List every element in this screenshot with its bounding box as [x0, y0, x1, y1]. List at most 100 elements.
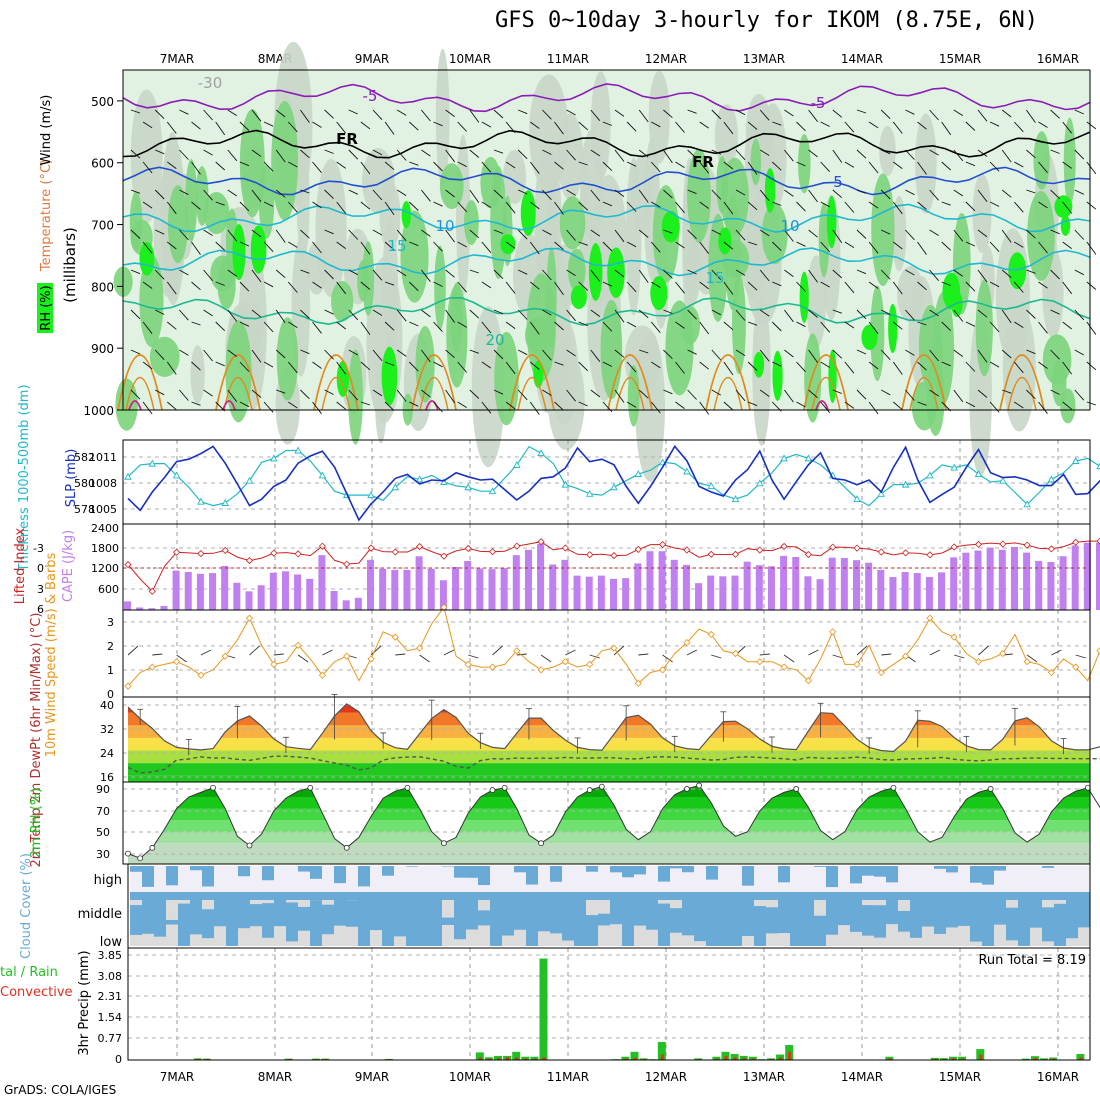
wind-barb — [566, 349, 576, 357]
date-label-bottom: 12MAR — [645, 1070, 687, 1084]
wind-barb — [324, 309, 334, 315]
wind-barb — [929, 309, 939, 317]
cape-tick: 2400 — [91, 522, 119, 535]
cape-bar — [269, 572, 277, 610]
wind-barb — [167, 321, 177, 330]
wind-barb — [626, 321, 637, 328]
wind-barb — [880, 349, 891, 360]
rh-band — [128, 785, 1090, 798]
wind-barb — [820, 321, 831, 333]
thickness-line-marker — [683, 467, 691, 475]
wind-barb — [989, 281, 1000, 288]
wind-barb — [215, 321, 226, 331]
wind10-barb — [929, 649, 941, 656]
wind-barb — [650, 401, 661, 414]
cloud-low-gap — [130, 934, 142, 946]
wind-barb — [566, 229, 576, 241]
wind-barb — [384, 241, 395, 251]
cloud-low-gap — [694, 941, 706, 946]
wind-barb — [832, 229, 843, 244]
rh2m-marker — [501, 784, 508, 791]
rh2m-marker — [489, 787, 496, 793]
wind-barb — [675, 201, 685, 214]
precip-convective-bar — [315, 1058, 318, 1060]
wind-barb — [1086, 401, 1097, 406]
wind-barb — [493, 309, 504, 315]
wind-barb — [626, 161, 637, 167]
wind-barb — [348, 189, 358, 195]
wind-barb — [796, 401, 806, 408]
wind-barb — [699, 121, 709, 129]
wind-barb — [965, 321, 976, 327]
wind-barb — [953, 229, 964, 242]
wind-barb — [191, 401, 201, 406]
precip-convective-bar — [952, 1058, 955, 1060]
isotherm-label: 20 — [485, 331, 504, 349]
wind-barb — [772, 361, 782, 367]
wind-barb — [723, 281, 734, 295]
precip-tick: 3.85 — [98, 949, 123, 962]
wind-barb — [457, 321, 467, 328]
wind-barb — [360, 201, 371, 210]
wind-barb — [578, 161, 588, 166]
wind-barb — [239, 161, 250, 167]
precip-tick: 1.54 — [98, 1011, 123, 1024]
cloud-mid-gap — [670, 900, 682, 909]
precip-tick: 3.08 — [98, 970, 123, 983]
wind-barb — [203, 269, 213, 281]
wind-barb — [275, 149, 286, 163]
rh2m-marker — [538, 840, 544, 847]
thickness-line-marker — [974, 470, 983, 478]
wind-barb — [312, 161, 322, 173]
lifted-index-marker — [804, 551, 812, 559]
date-label-top: 7MAR — [160, 52, 195, 66]
wind-barb — [905, 229, 915, 241]
cape-bar — [901, 572, 909, 610]
isotherm-label: -30 — [198, 74, 223, 92]
wind-barb — [1038, 401, 1048, 414]
date-label-top: 10MAR — [449, 52, 491, 66]
wind-barb — [275, 309, 286, 324]
date-label-top: 15MAR — [939, 52, 981, 66]
wind-barb — [445, 229, 455, 243]
wind-barb — [179, 389, 189, 401]
rh-legend-swatch — [37, 283, 53, 333]
wind-barb — [1038, 321, 1048, 334]
wind10-barb — [565, 649, 576, 656]
wind-barb — [469, 349, 479, 354]
pressure-tick: 900 — [91, 342, 114, 356]
wind-barb — [989, 121, 1000, 127]
cloud-high-cell — [166, 866, 178, 886]
wind10-marker — [561, 658, 569, 666]
isotherm-warm — [313, 354, 359, 411]
cloud-low-gap — [466, 929, 478, 946]
wind-barb — [324, 269, 334, 280]
wind-barb — [493, 189, 504, 199]
wind-barb — [179, 189, 189, 196]
wind10-barb — [613, 645, 625, 656]
thickness-line-marker — [172, 471, 181, 479]
wind-barb — [844, 401, 855, 409]
wind-barb — [808, 229, 818, 238]
wind-barb — [796, 161, 806, 167]
lifted-index-tick: -3 — [33, 542, 44, 555]
thickness-tick: 580 — [74, 477, 95, 490]
cape-bar — [184, 572, 192, 610]
wind-barb — [893, 321, 903, 330]
lifted-index-marker — [877, 548, 885, 556]
cloud-low-gap — [886, 924, 898, 946]
wind-barb — [917, 401, 927, 406]
rh-area-mid — [897, 266, 925, 323]
cloud-high-cell — [478, 866, 490, 886]
wind-barb — [263, 401, 274, 413]
cape-tick: 1800 — [91, 542, 119, 555]
wind-barb — [868, 401, 879, 415]
cloud-mid-gap — [766, 900, 778, 908]
thickness-line-marker — [780, 454, 788, 462]
cloud-high-cell — [238, 866, 250, 877]
wind-barb — [638, 269, 649, 283]
wind10-marker — [416, 644, 424, 652]
rh-area-saturated — [753, 351, 765, 378]
wind-barb — [469, 229, 480, 239]
cape-bar — [415, 556, 423, 610]
